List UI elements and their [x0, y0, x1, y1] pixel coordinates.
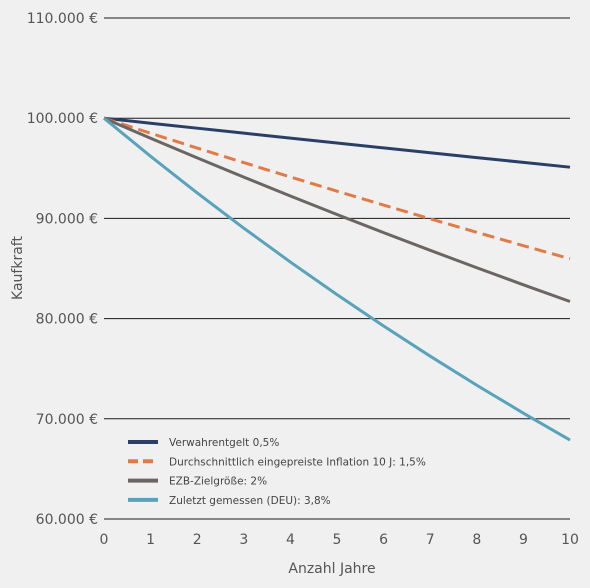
series-line-3	[103, 116, 571, 303]
legend-label: Durchschnittlich eingepreiste Inflation …	[169, 456, 426, 468]
x-tick-label: 7	[426, 532, 435, 548]
x-tick-label: 5	[333, 532, 342, 548]
y-tick-label: 90.000 €	[36, 211, 98, 227]
y-tick-label: 110.000 €	[27, 11, 98, 27]
y-axis-ticks: 60.000 € 70.000 € 80.000 € 90.000 € 100.000 …	[27, 11, 98, 528]
legend: Verwahrentgelt 0,5% Durchschnittlich eing…	[128, 437, 426, 507]
x-tick-label: 10	[561, 532, 579, 548]
legend-label: Verwahrentgelt 0,5%	[169, 437, 279, 449]
x-tick-label: 1	[146, 532, 155, 548]
x-tick-label: 4	[286, 532, 295, 548]
x-axis-ticks: 0 1 2 3 4 5 6 7 8 9 10	[100, 532, 579, 548]
y-axis-title: Kaufkraft	[10, 236, 26, 300]
legend-label: EZB-Zielgröße: 2%	[169, 476, 267, 488]
series-lines	[103, 116, 571, 442]
y-tick-label: 70.000 €	[36, 412, 98, 428]
series-line-2	[103, 116, 571, 261]
legend-label: Zuletzt gemessen (DEU): 3,8%	[169, 495, 331, 507]
grid-lines	[104, 17, 570, 520]
x-tick-label: 2	[193, 532, 202, 548]
x-tick-label: 6	[379, 532, 388, 548]
y-tick-label: 60.000 €	[36, 512, 98, 528]
y-tick-label: 100.000 €	[27, 111, 98, 127]
y-tick-label: 80.000 €	[36, 312, 98, 328]
x-tick-label: 8	[472, 532, 481, 548]
x-axis-title: Anzahl Jahre	[288, 561, 375, 577]
series-line-1	[103, 116, 571, 169]
series-line-4	[103, 117, 571, 442]
x-tick-label: 3	[239, 532, 248, 548]
x-tick-label: 9	[519, 532, 528, 548]
x-tick-label: 0	[100, 532, 109, 548]
